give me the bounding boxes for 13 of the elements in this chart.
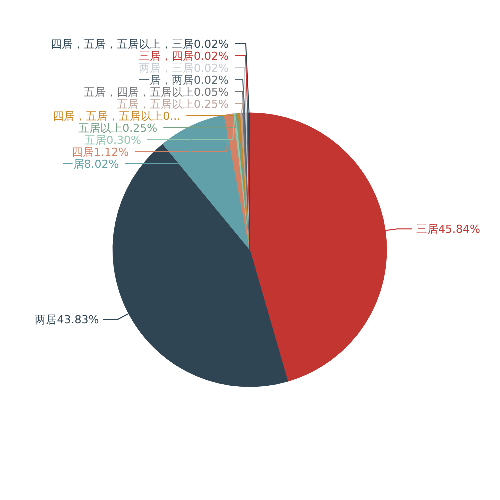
slice-label: 四居，五居，五居以上，三居0.02% bbox=[51, 38, 229, 51]
slice-label: 五居，四居，五居以上0.05% bbox=[84, 86, 229, 99]
slice-label: 四居1.12% bbox=[72, 146, 130, 159]
slice-label: 两居43.83% bbox=[35, 313, 100, 326]
slice-label: 一居8.02% bbox=[62, 158, 120, 171]
slice-label: 四居，五居，五居以上0... bbox=[53, 110, 181, 123]
slice-label: 一居，两居0.02% bbox=[139, 74, 229, 87]
slice-label: 两居，三居0.02% bbox=[139, 62, 229, 75]
slice-label: 五居以上0.25% bbox=[78, 122, 158, 135]
slice-label: 五居，五居以上0.25% bbox=[117, 98, 229, 111]
slice-label: 三居45.84% bbox=[416, 223, 480, 236]
slice-label: 三居，四居0.02% bbox=[139, 50, 229, 63]
slice-label: 五居0.30% bbox=[84, 134, 142, 147]
